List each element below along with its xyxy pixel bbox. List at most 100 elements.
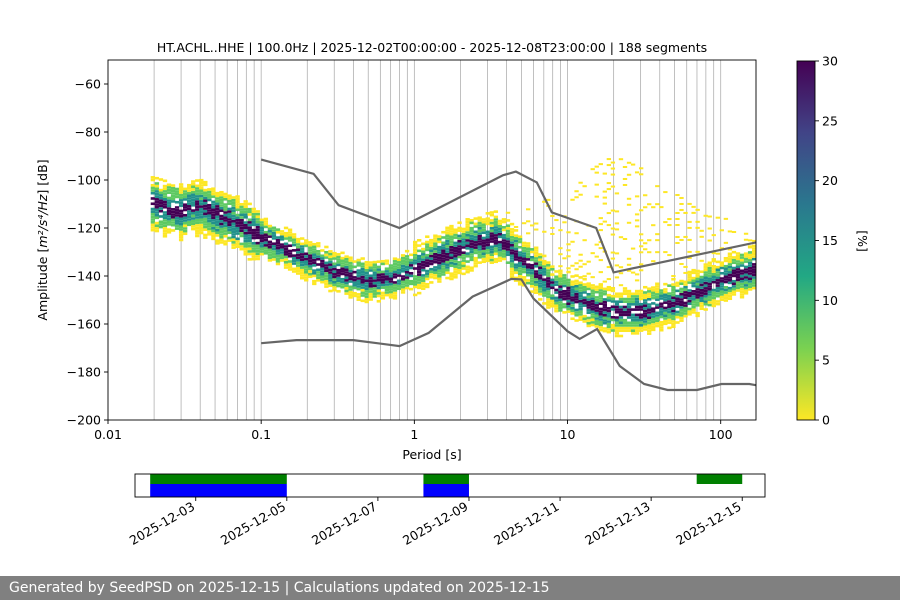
- psd-cell: [530, 279, 535, 283]
- psd-cell: [691, 205, 696, 208]
- psd-cell: [308, 264, 313, 268]
- psd-cell: [376, 292, 382, 295]
- psd-cell: [417, 262, 422, 266]
- psd-cell: [542, 270, 547, 274]
- psd-cell: [485, 222, 490, 226]
- psd-cell: [259, 234, 264, 237]
- psd-cell: [594, 171, 599, 174]
- psd-cell: [384, 262, 390, 265]
- psd-cell: [453, 244, 458, 247]
- psd-cell: [671, 304, 676, 307]
- psd-cell: [223, 213, 228, 217]
- psd-cell: [271, 252, 277, 256]
- psd-cell: [558, 229, 563, 232]
- psd-cell: [481, 252, 486, 256]
- psd-cell: [215, 234, 220, 237]
- psd-cell: [497, 230, 503, 233]
- psd-cell: [170, 186, 176, 190]
- psd-cell: [691, 284, 696, 288]
- psd-cell: [739, 280, 745, 283]
- psd-cell: [751, 281, 756, 285]
- psd-cell: [562, 276, 567, 280]
- psd-cell: [695, 226, 700, 229]
- psd-cell: [223, 224, 228, 227]
- psd-cell: [643, 325, 648, 329]
- psd-cell: [267, 256, 273, 260]
- psd-cell: [166, 209, 172, 213]
- psd-cell: [195, 216, 200, 219]
- psd-cell: [223, 192, 228, 196]
- psd-cell: [445, 260, 450, 264]
- psd-cell: [215, 228, 220, 232]
- psd-cell: [477, 256, 482, 259]
- psd-cell: [638, 294, 644, 298]
- psd-cell: [304, 270, 309, 274]
- psd-cell: [622, 329, 628, 333]
- psd-cell: [227, 207, 232, 211]
- psd-cell: [667, 218, 672, 221]
- psd-cell: [178, 188, 184, 192]
- psd-cell: [453, 265, 458, 268]
- psd-cell: [695, 290, 700, 294]
- psd-cell: [517, 272, 523, 275]
- psd-cell: [283, 263, 289, 267]
- psd-cell: [606, 293, 612, 297]
- psd-cell: [223, 208, 228, 212]
- psd-cell: [578, 259, 583, 262]
- psd-cell: [332, 254, 337, 258]
- psd-cell: [618, 334, 624, 338]
- psd-cell: [691, 311, 696, 314]
- psd-cell: [187, 202, 192, 205]
- psd-cell: [191, 190, 196, 194]
- psd-cell: [320, 262, 325, 265]
- psd-cell: [376, 284, 382, 287]
- psd-cell: [412, 248, 418, 252]
- psd-cell: [158, 223, 164, 226]
- psd-cell: [735, 252, 741, 255]
- psd-cell: [295, 269, 301, 273]
- psd-cell: [525, 255, 531, 259]
- psd-cell: [711, 258, 716, 261]
- psd-cell: [465, 223, 470, 226]
- psd-cell: [170, 210, 176, 214]
- colorbar-tick-label: 10: [822, 293, 838, 308]
- psd-cell: [384, 285, 390, 289]
- psd-cell: [295, 248, 301, 252]
- psd-cell: [223, 195, 228, 198]
- psd-cell: [150, 226, 156, 229]
- psd-cell: [243, 231, 248, 235]
- psd-cell: [465, 236, 470, 240]
- psd-cell: [719, 264, 725, 267]
- psd-cell: [606, 158, 612, 161]
- psd-cell: [743, 270, 749, 274]
- psd-cell: [461, 246, 466, 249]
- psd-cell: [263, 251, 269, 255]
- psd-cell: [691, 292, 696, 296]
- psd-cell: [364, 292, 369, 296]
- psd-cell: [372, 287, 377, 290]
- psd-cell: [521, 244, 527, 247]
- psd-cell: [203, 188, 208, 192]
- psd-cell: [719, 229, 725, 232]
- psd-cell: [546, 300, 551, 304]
- psd-cell: [243, 213, 248, 216]
- psd-cell: [497, 235, 503, 239]
- psd-cell: [542, 273, 547, 276]
- psd-cell: [215, 199, 220, 203]
- psd-cell: [417, 257, 422, 261]
- psd-cell: [723, 264, 729, 268]
- psd-cell: [643, 248, 648, 251]
- psd-cell: [715, 265, 720, 269]
- psd-cell: [231, 209, 236, 212]
- psd-cell: [751, 244, 756, 248]
- psd-cell: [570, 296, 575, 299]
- psd-cell: [348, 280, 353, 283]
- psd-cell: [679, 306, 684, 309]
- y-tick-label: −100: [67, 173, 101, 188]
- psd-cell: [667, 254, 672, 257]
- psd-cell: [683, 280, 688, 284]
- psd-cell: [731, 250, 737, 254]
- psd-cell: [679, 319, 684, 322]
- psd-cell: [392, 262, 398, 266]
- psd-cell: [150, 210, 156, 213]
